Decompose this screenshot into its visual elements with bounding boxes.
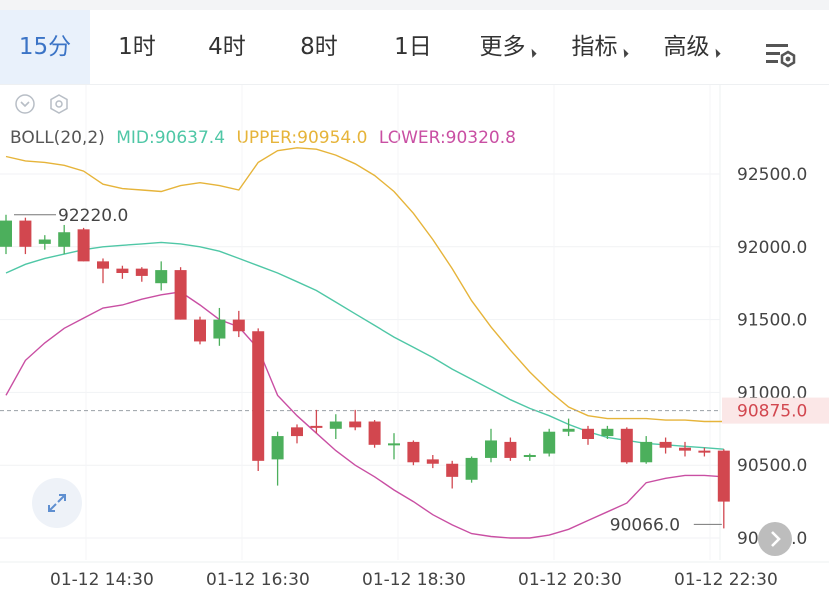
candle-body [116,268,129,274]
expand-arrows-icon [48,494,66,512]
candle-body [543,431,556,454]
candle-body [717,450,730,502]
candle-body [271,436,284,460]
candle-body [465,457,478,480]
candle-body [698,450,711,453]
candle-body [620,428,633,463]
candle-body [252,331,265,461]
tab-8hour[interactable]: 8时 [274,10,364,84]
candle-body [388,443,400,446]
legend-indicator: BOLL(20,2) [10,128,105,148]
x-tick-label: 01-12 22:30 [674,570,778,590]
candle-body [232,319,245,332]
candle-body [97,261,109,269]
chevron-right-icon [771,531,781,547]
tab-more[interactable]: 更多 [462,10,552,84]
candle-body [368,421,381,445]
boll-lower-line [5,291,724,539]
scroll-right-button[interactable] [758,522,792,556]
candle-body [426,459,439,464]
tab-1day[interactable]: 1日 [368,10,458,84]
candle-body [58,232,71,247]
candle-body [19,220,32,247]
candle-body [194,319,206,342]
candle-body [601,428,614,437]
x-tick-label: 01-12 16:30 [206,570,310,590]
tab-label: 1日 [394,34,432,60]
tab-label: 8时 [300,34,338,60]
candle-body [640,441,653,463]
current-price-tag [722,397,829,424]
y-tick-label: 91000.0 [737,383,807,403]
boll-legend: BOLL(20,2) MID:90637.4 UPPER:90954.0 LOW… [10,128,522,148]
candle-body [504,441,517,458]
legend-lower: LOWER:90320.8 [378,128,516,148]
candle-body [213,319,226,339]
tab-label: 4时 [208,34,246,60]
y-tick-label: 90500.0 [737,456,807,476]
x-tick-label: 01-12 18:30 [362,570,466,590]
caret-down-icon [710,48,721,58]
candle-body [77,229,90,262]
candle-body [38,239,51,244]
status-strip [0,0,829,10]
caret-down-icon [618,48,629,58]
candle-body [329,421,342,429]
candle-body [407,441,420,463]
candle-body [523,455,536,458]
tab-15min[interactable]: 15分 [0,10,90,84]
candle-body [0,220,12,247]
y-tick-label: 92000.0 [737,238,807,258]
caret-down-icon [526,48,537,58]
x-tick-label: 01-12 14:30 [50,570,154,590]
legend-upper: UPPER:90954.0 [236,128,368,148]
expand-button[interactable] [32,478,82,528]
high-annotation-label: 92220.0 [58,206,128,226]
tab-label: 指标 [571,34,618,60]
boll-upper-line [5,147,724,423]
candle-body [679,447,691,451]
tab-indicators[interactable]: 指标 [554,10,644,84]
x-tick-label: 01-12 20:30 [518,570,622,590]
candle-body [155,270,168,284]
tab-advanced[interactable]: 高级 [646,10,736,84]
tab-label: 15分 [18,34,72,60]
boll-mid-line [5,241,724,450]
candle-body [174,270,187,320]
tab-1hour[interactable]: 1时 [92,10,182,84]
candle-body [485,440,497,458]
legend-mid: MID:90637.4 [116,128,226,148]
candle-body [349,421,362,428]
tab-4hour[interactable]: 4时 [182,10,272,84]
candle-body [446,463,459,477]
tab-label: 高级 [663,34,710,60]
tab-label: 1时 [118,34,156,60]
candle-body [659,441,672,448]
candle-body [582,428,594,439]
timeframe-tabs: 15分 1时 4时 8时 1日 更多 指标 高级 [0,10,829,85]
candle-body [291,427,303,437]
y-tick-label: 92500.0 [737,165,807,185]
list-settings-icon[interactable] [764,40,798,74]
candle-body [310,425,323,428]
y-tick-label: 91500.0 [737,311,807,331]
candle-body [135,268,148,276]
hexagon-settings-icon[interactable] [48,93,70,115]
current-price-label: 90875.0 [737,402,807,422]
candle-body [562,428,575,432]
chevron-down-circle-icon[interactable] [14,93,36,115]
low-annotation-label: 90066.0 [610,515,680,535]
tab-label: 更多 [479,34,526,60]
